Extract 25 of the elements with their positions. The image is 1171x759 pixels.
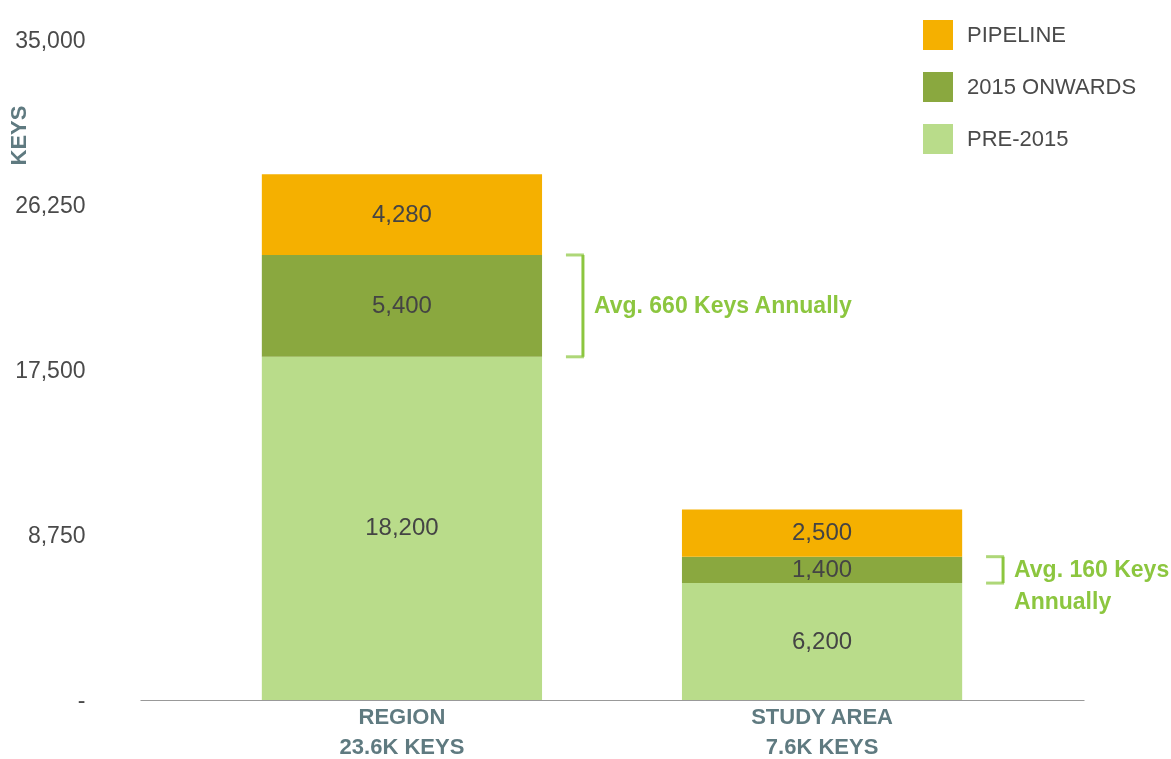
legend-label: PIPELINE [967,22,1067,47]
data-label: 2,500 [792,518,853,546]
y-axis-title: KEYS [5,105,31,166]
data-label: 5,400 [371,290,432,318]
bar [261,356,543,700]
legend-label: 2015 ONWARDS [967,74,1137,99]
annotation: Avg. 660 Keys Annually [593,291,852,318]
y-tick-label: 8,750 [27,521,86,548]
bar [681,583,963,700]
data-label: 6,200 [792,626,853,654]
bar [261,254,543,357]
bar [261,174,543,255]
y-tick-label: - [77,686,86,713]
data-label: 4,280 [371,199,432,227]
y-tick-label: 35,000 [15,26,86,53]
y-tick-label: 17,500 [15,356,86,383]
x-tick-label: REGION 23.6K KEYS [339,703,465,759]
data-label: 18,200 [365,513,439,541]
bar [681,509,963,557]
data-label: 1,400 [792,554,853,582]
x-tick-label: STUDY AREA 7.6K KEYS [751,703,894,759]
y-tick-label: 26,250 [15,191,86,218]
legend-label: PRE-2015 [967,126,1069,151]
bar [681,556,963,584]
annotation: Avg. 160 Keys Annually [1014,555,1170,614]
